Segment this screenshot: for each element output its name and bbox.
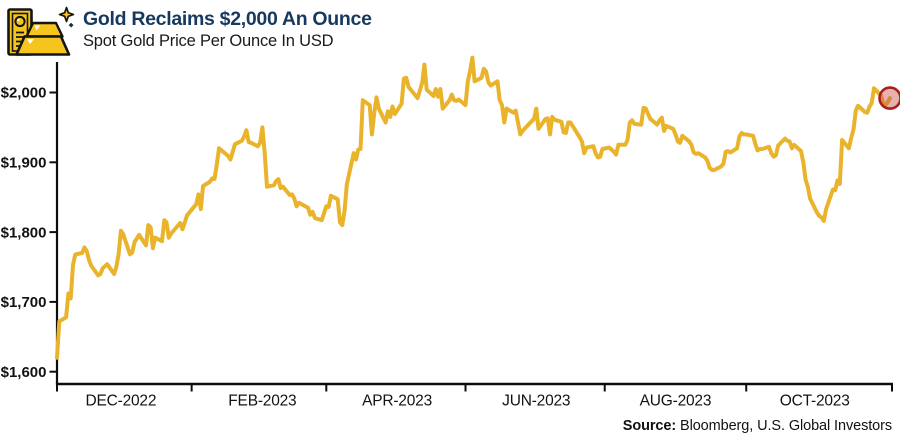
y-tick-label: $2,000 [1,85,47,102]
y-tick-label: $1,800 [1,224,47,241]
chart-header: Gold Reclaims $2,000 An Ounce Spot Gold … [5,3,372,59]
x-tick-label: OCT-2023 [780,393,850,410]
chart-titles: Gold Reclaims $2,000 An Ounce Spot Gold … [83,3,372,51]
y-tick-label: $1,700 [1,294,47,311]
x-tick-label: APR-2023 [362,393,432,410]
source-attribution: Source: Bloomberg, U.S. Global Investors [623,418,892,434]
x-tick-label: FEB-2023 [228,393,296,410]
diamond-bullet-icon [68,22,74,28]
x-tick-label: DEC-2022 [86,393,157,410]
source-text: Bloomberg, U.S. Global Investors [676,418,892,434]
x-tick-label: AUG-2023 [640,393,712,410]
y-tick-label: $1,900 [1,155,47,172]
chart-title: Gold Reclaims $2,000 An Ounce [83,8,372,30]
y-tick-label: $1,600 [1,364,47,381]
x-tick-label: JUN-2023 [502,393,570,410]
latest-point-highlight [878,86,900,110]
gold-price-line [55,55,892,360]
gold-bars-icon [7,6,75,56]
source-label: Source: [622,418,677,434]
chart-subtitle: Spot Gold Price Per Ounce In USD [83,32,334,50]
sparkle-icon [58,6,75,23]
